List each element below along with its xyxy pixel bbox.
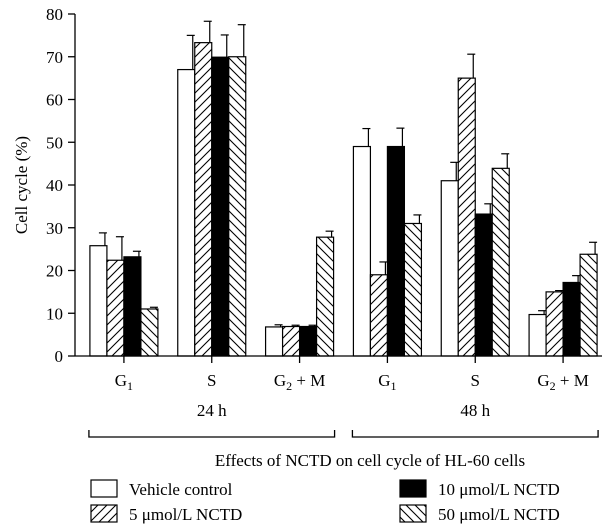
x-tick-label: S bbox=[207, 371, 216, 390]
bar bbox=[352, 145, 372, 357]
x-tick-base: S bbox=[471, 371, 480, 390]
legend-label: 5 μmol/L NCTD bbox=[129, 505, 242, 524]
x-axis-label: Effects of NCTD on cell cycle of HL-60 c… bbox=[215, 451, 525, 470]
y-tick-label: 60 bbox=[46, 91, 63, 110]
y-tick-label: 80 bbox=[46, 5, 63, 24]
bar bbox=[264, 326, 284, 357]
y-tick-label: 30 bbox=[46, 219, 63, 238]
y-tick-label: 50 bbox=[46, 133, 63, 152]
bar bbox=[140, 308, 159, 357]
legend-swatch bbox=[90, 479, 118, 498]
bar bbox=[177, 68, 196, 357]
legend-label: 50 μmol/L NCTD bbox=[438, 505, 560, 524]
group-label: 48 h bbox=[460, 401, 490, 420]
legend-label: 10 μmol/L NCTD bbox=[438, 480, 560, 499]
bar bbox=[386, 145, 406, 357]
group-label: 24 h bbox=[197, 401, 227, 420]
y-tick-label: 10 bbox=[46, 304, 63, 323]
x-tick-sub: 1 bbox=[391, 379, 397, 393]
bar bbox=[474, 213, 493, 357]
x-tick-base: G bbox=[537, 371, 549, 390]
bar bbox=[491, 167, 510, 357]
y-tick-label: 40 bbox=[46, 176, 63, 195]
x-tick-label: G1 bbox=[115, 371, 133, 393]
x-tick-label: S bbox=[471, 371, 480, 390]
bar bbox=[89, 245, 108, 357]
bar bbox=[562, 281, 581, 357]
group-bracket bbox=[88, 430, 336, 438]
x-tick-label: G1 bbox=[378, 371, 396, 393]
bar bbox=[194, 42, 213, 357]
y-axis: 0 10 20 30 40 50 60 70 80 bbox=[46, 5, 76, 366]
legend: Vehicle control 5 μmol/L NCTD 10 μmol/L NC… bbox=[90, 479, 560, 524]
bar bbox=[579, 253, 598, 357]
x-tick-base: G bbox=[274, 371, 286, 390]
x-tick-base: G bbox=[115, 371, 127, 390]
bar bbox=[315, 236, 335, 357]
bar bbox=[403, 222, 423, 357]
bar bbox=[228, 56, 247, 357]
time-groups: 24 h 48 h bbox=[88, 401, 599, 438]
legend-label: Vehicle control bbox=[129, 480, 233, 499]
x-tick-sub: 1 bbox=[127, 379, 133, 393]
bar bbox=[457, 77, 476, 357]
y-tick-label: 20 bbox=[46, 262, 63, 281]
bar bbox=[211, 56, 230, 357]
x-tick-rest: + M bbox=[556, 371, 589, 390]
bar bbox=[545, 291, 564, 357]
x-tick-label: G2 + M bbox=[537, 371, 588, 393]
bar bbox=[528, 313, 547, 357]
y-tick-label: 0 bbox=[55, 347, 64, 366]
x-tick-sub: 2 bbox=[550, 379, 556, 393]
x-tick-label: G2 + M bbox=[274, 371, 325, 393]
y-tick-label: 70 bbox=[46, 48, 63, 67]
x-tick-sub: 2 bbox=[286, 379, 292, 393]
bar bbox=[369, 274, 389, 357]
group-bracket bbox=[351, 430, 599, 438]
x-axis: G1 S G2 + M G1 S G2 + M bbox=[75, 355, 602, 393]
bar bbox=[440, 180, 459, 357]
x-tick-base: G bbox=[378, 371, 390, 390]
legend-swatch bbox=[399, 504, 427, 523]
x-tick-base: S bbox=[207, 371, 216, 390]
legend-swatch bbox=[399, 479, 427, 498]
x-tick-rest: + M bbox=[292, 371, 325, 390]
y-axis-label: Cell cycle (%) bbox=[12, 136, 31, 234]
legend-swatch bbox=[90, 504, 118, 523]
bar bbox=[281, 325, 301, 357]
bars bbox=[89, 20, 598, 357]
bar bbox=[106, 259, 125, 357]
bar bbox=[123, 256, 142, 357]
bar bbox=[298, 325, 318, 357]
